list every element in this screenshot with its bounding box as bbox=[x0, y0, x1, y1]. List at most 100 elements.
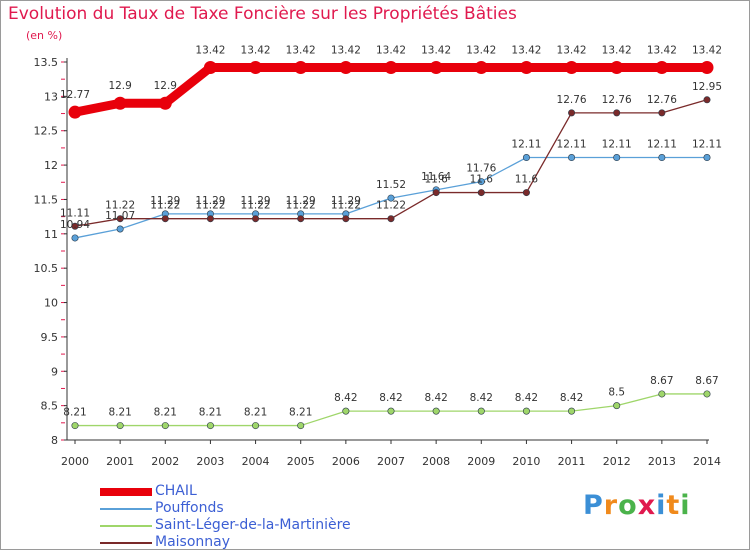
chart-title: Evolution du Taux de Taxe Foncière sur l… bbox=[8, 4, 517, 24]
logo-letter: i bbox=[680, 490, 691, 521]
data-label: 12.76 bbox=[647, 94, 677, 106]
data-point bbox=[71, 422, 79, 430]
data-label: 8.42 bbox=[424, 392, 447, 404]
data-label: 8.42 bbox=[334, 392, 357, 404]
data-point bbox=[161, 215, 169, 223]
data-label: 8.21 bbox=[289, 407, 312, 419]
data-point bbox=[206, 422, 214, 430]
data-label: 12.11 bbox=[511, 139, 541, 151]
y-axis-unit-label: (en %) bbox=[26, 29, 63, 42]
data-point bbox=[339, 60, 353, 74]
data-label: 11.29 bbox=[286, 195, 316, 207]
data-label: 8.42 bbox=[379, 392, 402, 404]
logo-letter: x bbox=[637, 490, 657, 521]
y-tick-label: 8.5 bbox=[41, 400, 59, 413]
legend-swatch-chail bbox=[100, 488, 152, 496]
data-label: 11.76 bbox=[466, 163, 496, 175]
data-label: 12.11 bbox=[557, 139, 587, 151]
data-label: 11.22 bbox=[241, 200, 271, 212]
data-label: 13.42 bbox=[376, 44, 406, 56]
data-label: 11.29 bbox=[331, 195, 361, 207]
data-label: 13.42 bbox=[466, 44, 496, 56]
data-label: 11.07 bbox=[105, 210, 135, 222]
data-label: 11.22 bbox=[105, 200, 135, 212]
data-label: 12.9 bbox=[154, 80, 177, 92]
data-label: 8.21 bbox=[244, 407, 267, 419]
data-label: 12.9 bbox=[108, 80, 131, 92]
data-point bbox=[158, 96, 172, 110]
logo-letter: P bbox=[583, 490, 604, 521]
data-label: 11.22 bbox=[376, 200, 406, 212]
x-tick-label: 2002 bbox=[151, 455, 179, 468]
data-point bbox=[161, 422, 169, 430]
data-label: 8.42 bbox=[515, 392, 538, 404]
data-label: 12.11 bbox=[692, 139, 722, 151]
data-label: 11.29 bbox=[150, 195, 180, 207]
data-label: 13.42 bbox=[331, 44, 361, 56]
y-tick-label: 13.5 bbox=[34, 56, 59, 69]
data-label: 13.42 bbox=[602, 44, 632, 56]
data-label: 11.6 bbox=[470, 174, 494, 186]
y-tick-label: 9.5 bbox=[41, 331, 59, 344]
data-label: 11.22 bbox=[150, 200, 180, 212]
data-point bbox=[568, 109, 576, 117]
data-point bbox=[387, 194, 395, 202]
data-point bbox=[477, 407, 485, 415]
y-tick-label: 12 bbox=[44, 159, 58, 172]
data-label: 11.29 bbox=[241, 195, 271, 207]
data-point bbox=[703, 96, 711, 104]
data-point bbox=[384, 60, 398, 74]
y-tick-label: 10 bbox=[44, 297, 58, 310]
data-point bbox=[387, 407, 395, 415]
data-point bbox=[703, 154, 711, 162]
data-point bbox=[610, 60, 624, 74]
data-point bbox=[297, 215, 305, 223]
data-label: 11.22 bbox=[331, 200, 361, 212]
data-point bbox=[71, 234, 79, 242]
data-label: 13.42 bbox=[692, 44, 722, 56]
data-label: 10.94 bbox=[60, 219, 90, 231]
x-tick-label: 2008 bbox=[422, 455, 450, 468]
logo-letter: o bbox=[618, 490, 638, 521]
y-tick-label: 13 bbox=[44, 90, 58, 103]
data-point bbox=[387, 215, 395, 223]
data-label: 13.42 bbox=[647, 44, 677, 56]
data-point bbox=[613, 154, 621, 162]
y-tick-label: 10.5 bbox=[34, 262, 59, 275]
data-point bbox=[703, 390, 711, 398]
y-tick-label: 11 bbox=[44, 228, 58, 241]
x-tick-label: 2013 bbox=[648, 455, 676, 468]
data-label: 8.21 bbox=[199, 407, 222, 419]
data-label: 11.11 bbox=[60, 207, 90, 219]
data-point bbox=[297, 422, 305, 430]
data-point bbox=[658, 390, 666, 398]
data-point bbox=[252, 215, 260, 223]
legend-label-saint-leger: Saint-Léger-de-la-Martinière bbox=[155, 517, 351, 533]
legend-label-chail: CHAIL bbox=[155, 483, 197, 499]
data-point bbox=[206, 215, 214, 223]
x-tick-label: 2001 bbox=[106, 455, 134, 468]
x-tick-label: 2006 bbox=[332, 455, 360, 468]
y-tick-label: 9 bbox=[51, 365, 58, 378]
x-tick-label: 2011 bbox=[558, 455, 586, 468]
data-label: 8.21 bbox=[63, 407, 86, 419]
data-label: 8.42 bbox=[560, 392, 583, 404]
data-label: 13.42 bbox=[286, 44, 316, 56]
data-label: 8.21 bbox=[108, 407, 131, 419]
logo-letter: r bbox=[603, 490, 619, 521]
data-label: 13.42 bbox=[421, 44, 451, 56]
x-tick-label: 2010 bbox=[512, 455, 540, 468]
data-label: 8.21 bbox=[154, 407, 177, 419]
x-tick-label: 2012 bbox=[603, 455, 631, 468]
data-point bbox=[655, 60, 669, 74]
proxiti-logo: Proxiti bbox=[583, 490, 691, 521]
legend-swatch-pouffonds bbox=[100, 508, 152, 510]
x-tick-label: 2005 bbox=[287, 455, 315, 468]
data-point bbox=[700, 60, 714, 74]
data-point bbox=[477, 189, 485, 197]
data-point bbox=[432, 407, 440, 415]
data-label: 13.42 bbox=[195, 44, 225, 56]
data-label: 8.5 bbox=[608, 387, 625, 399]
x-tick-label: 2009 bbox=[467, 455, 495, 468]
